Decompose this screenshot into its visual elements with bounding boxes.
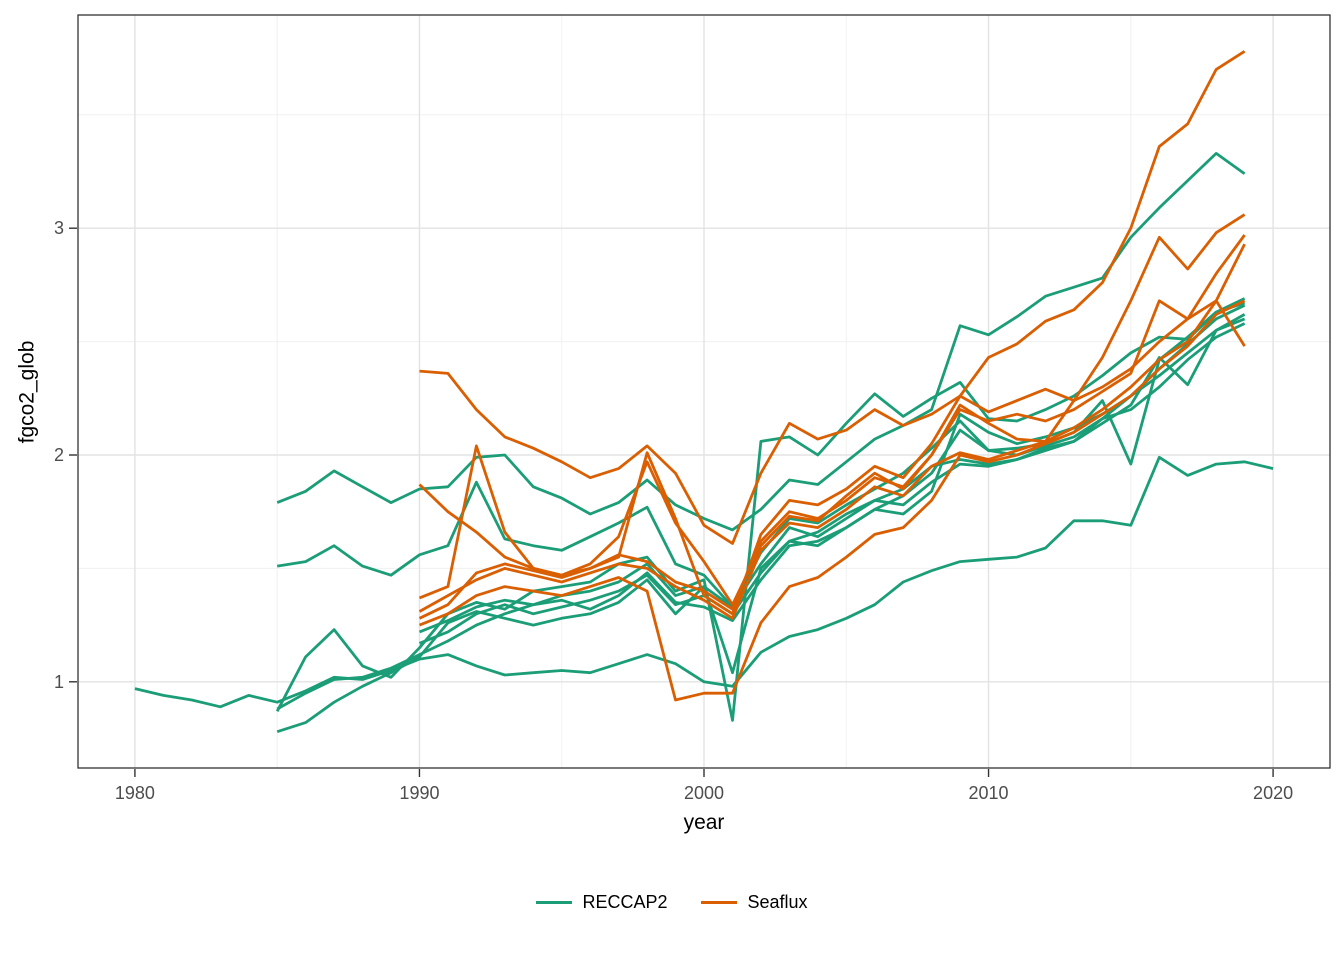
legend-item-reccap2: RECCAP2	[536, 893, 667, 911]
legend-item-seaflux: Seaflux	[701, 892, 808, 912]
legend-label-seaflux: Seaflux	[747, 892, 808, 912]
x-tick-label-1990: 1990	[399, 783, 440, 803]
x-tick-label-2010: 2010	[968, 783, 1009, 803]
reccap2-line-swatch-icon	[536, 900, 573, 904]
series-line-reccap2-7	[418, 322, 1246, 634]
series-line-seaflux-4	[418, 243, 1246, 620]
seaflux-line-swatch-icon	[701, 900, 738, 904]
x-tick-label-2000: 2000	[683, 783, 725, 803]
x-axis-title: year	[683, 811, 725, 834]
panel-border	[77, 14, 1331, 769]
series-line-seaflux-3	[418, 234, 1246, 616]
grid-major-lines	[78, 15, 1330, 768]
x-tick-label-1980: 1980	[114, 783, 155, 803]
data-series-lines	[134, 50, 1274, 734]
y-axis-title: fgco2_glob	[15, 340, 39, 443]
legend: RECCAP2 Seaflux	[0, 893, 1344, 911]
series-line-seaflux-6	[418, 299, 1246, 702]
series-line-reccap2-8	[418, 317, 1246, 645]
y-tick-label-1: 1	[53, 671, 64, 692]
series-line-seaflux-1	[419, 50, 1246, 545]
series-line-reccap2-1	[276, 151, 1246, 532]
x-tick-label-2020: 2020	[1253, 783, 1294, 803]
y-tick-label-2: 2	[53, 445, 64, 465]
series-line-reccap2-4	[276, 304, 1246, 711]
axis-tick-marks	[69, 227, 1274, 777]
y-tick-label-3: 3	[53, 218, 64, 239]
series-line-reccap2-5	[134, 455, 1274, 709]
series-line-seaflux-5	[418, 299, 1246, 620]
legend-label-reccap2: RECCAP2	[582, 892, 668, 912]
